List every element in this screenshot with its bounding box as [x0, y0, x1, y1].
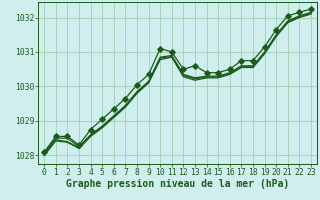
X-axis label: Graphe pression niveau de la mer (hPa): Graphe pression niveau de la mer (hPa) — [66, 179, 289, 189]
